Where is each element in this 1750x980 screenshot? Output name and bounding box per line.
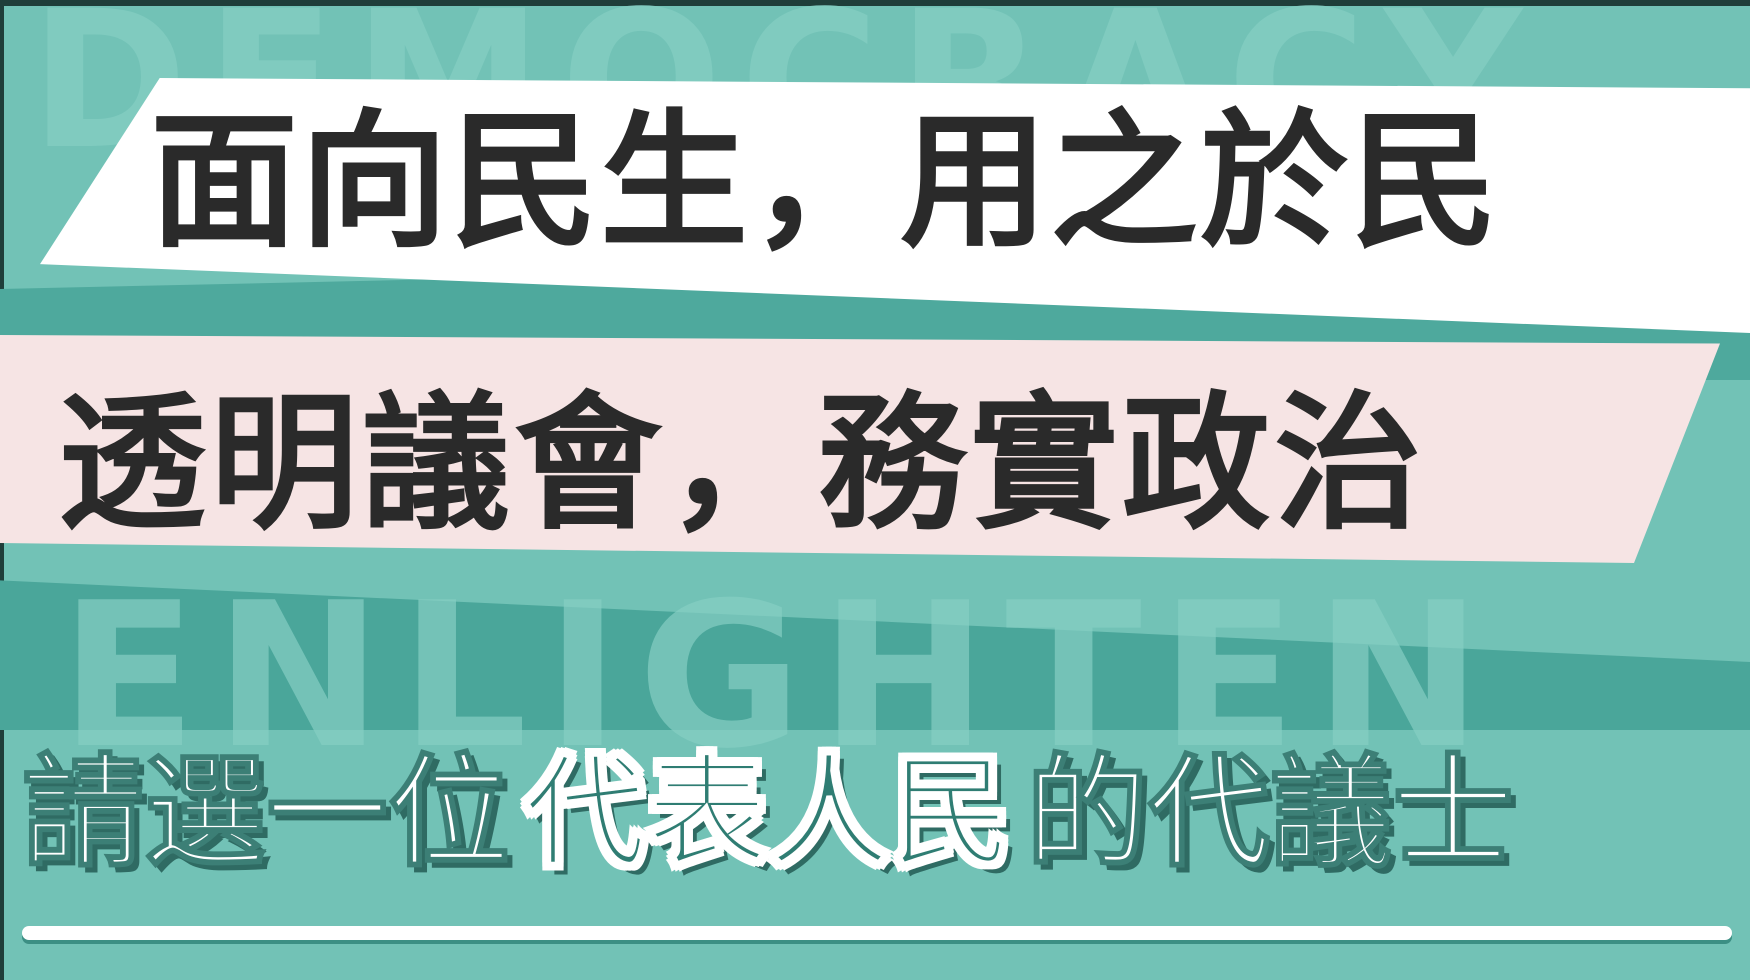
headline-banner-pink <box>0 335 1720 563</box>
headline-line-2: 透明議會，務實政治 <box>58 378 1426 550</box>
watermark-text-bottom: ENLIGHTEN <box>60 560 1500 793</box>
tagline: 請選一位 代表人民 的代議士 <box>21 751 1515 875</box>
tagline-part-3: 的代議士 <box>1025 742 1515 884</box>
tagline-underline <box>22 926 1732 940</box>
tagline-part-1: 請選一位 <box>21 742 511 884</box>
tagline-part-2-highlight: 代表人民 <box>523 742 1013 884</box>
top-border <box>0 0 1750 6</box>
headline-line-1: 面向民生，用之於民 <box>150 96 1500 268</box>
